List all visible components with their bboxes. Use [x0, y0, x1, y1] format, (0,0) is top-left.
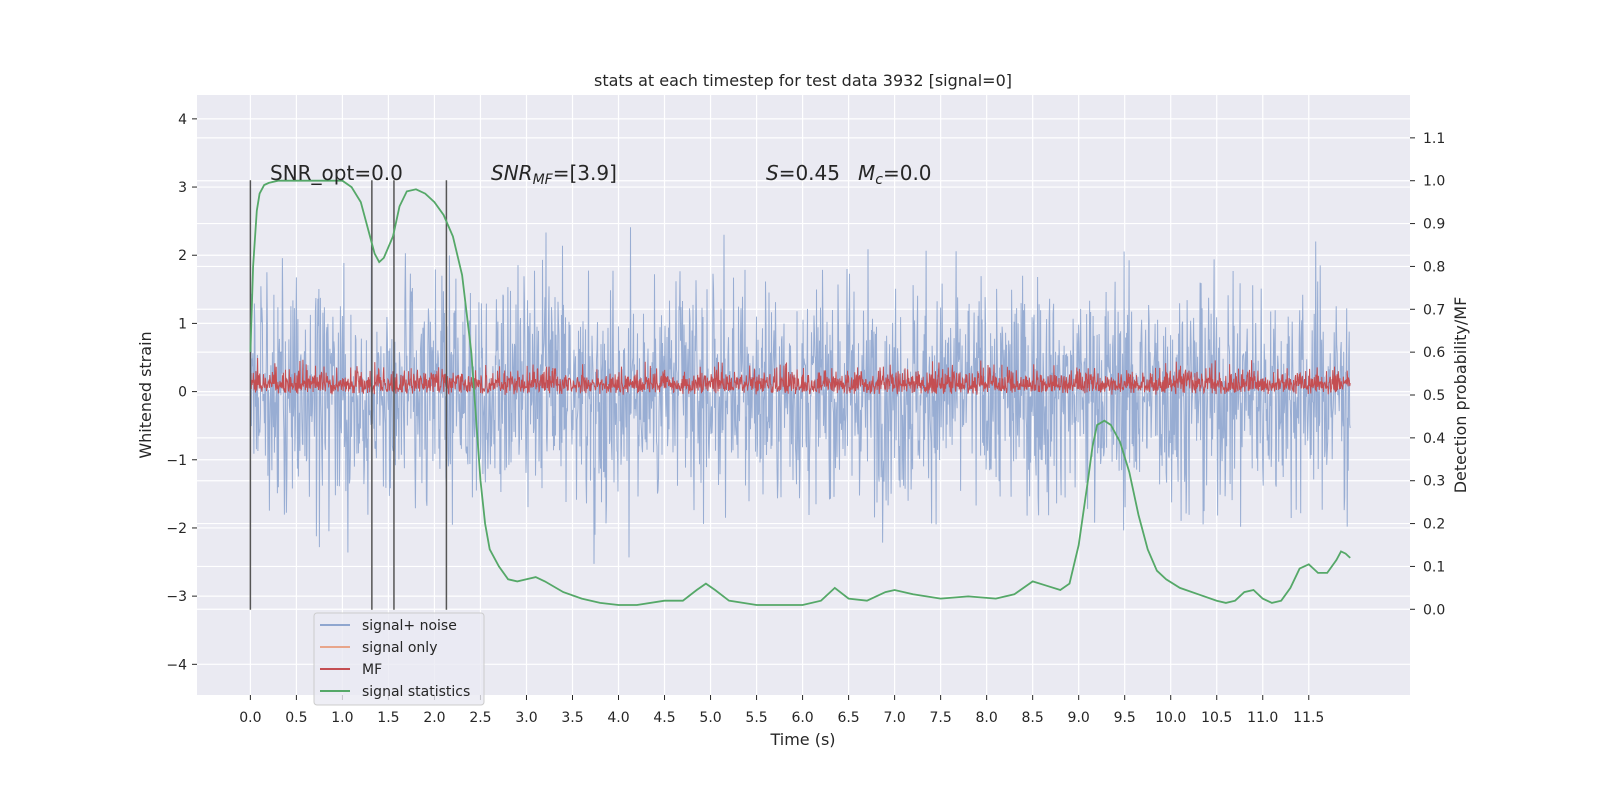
yr-tick-label-6: 0.6 [1423, 345, 1445, 361]
yl-tick-label-3: −1 [166, 453, 187, 469]
yr-tick-label-1: 0.1 [1423, 559, 1445, 575]
x-tick-label-22: 11.0 [1247, 710, 1278, 726]
yr-tick-label-3: 0.3 [1423, 474, 1445, 490]
x-tick-label-10: 5.0 [699, 710, 721, 726]
yl-tick-label-2: −2 [166, 521, 187, 537]
y-right-axis-ticks: 0.0 0.1 0.2 0.3 0.4 0.5 0.6 0.7 0.8 0.9 1.0 1.1 [1410, 131, 1445, 618]
annotation-snr-mf-sub: MF [533, 172, 554, 188]
annotation-s-rest: =0.45 [779, 161, 840, 185]
annotation-snr-opt: SNR_opt=0.0 [270, 161, 403, 185]
x-tick-label-15: 7.5 [929, 710, 951, 726]
yl-tick-label-0: −4 [166, 657, 187, 673]
annotation-snr-mf-base: SNR [491, 161, 533, 185]
x-tick-label-0: 0.0 [239, 710, 261, 726]
annotation-snr-mf: SNRMF=[3.9] [491, 161, 617, 188]
x-tick-label-7: 3.5 [561, 710, 583, 726]
legend-label-signal-statistics: signal statistics [362, 684, 470, 700]
annotation-snr-mf-rest: =[3.9] [553, 161, 617, 185]
vertical-markers [249, 180, 448, 610]
yr-tick-label-7: 0.7 [1423, 302, 1445, 318]
x-tick-label-13: 6.5 [837, 710, 859, 726]
yr-tick-label-4: 0.4 [1423, 431, 1445, 447]
x-tick-label-8: 4.0 [607, 710, 629, 726]
x-tick-label-11: 5.5 [745, 710, 767, 726]
x-tick-label-2: 1.0 [331, 710, 353, 726]
x-tick-label-4: 2.0 [423, 710, 445, 726]
series-mf [249, 357, 1351, 396]
series-mf-line [249, 357, 1351, 396]
yr-tick-label-10: 1.0 [1423, 174, 1445, 190]
x-axis-ticks: 0.0 0.5 1.0 1.5 2.0 2.5 3.0 3.5 4.0 4.5 5.0 5.5 6.0 6… [239, 695, 1324, 726]
annotation-s-label: S [766, 161, 779, 185]
yr-tick-label-9: 0.9 [1423, 217, 1445, 233]
x-tick-label-19: 9.5 [1114, 710, 1136, 726]
x-tick-label-9: 4.5 [653, 710, 675, 726]
legend: signal+ noise signal only MF signal stat… [313, 612, 485, 706]
legend-label-mf: MF [362, 662, 382, 678]
x-tick-label-17: 8.5 [1022, 710, 1044, 726]
x-tick-label-14: 7.0 [883, 710, 905, 726]
x-tick-label-21: 10.5 [1201, 710, 1232, 726]
x-tick-label-3: 1.5 [377, 710, 399, 726]
yr-tick-label-0: 0.0 [1423, 602, 1445, 618]
yl-tick-label-5: 1 [178, 316, 187, 332]
yl-tick-label-8: 4 [178, 112, 187, 128]
yr-tick-label-5: 0.5 [1423, 388, 1445, 404]
annotation-s: S=0.45 [766, 161, 840, 185]
annotation-mc-rest: =0.0 [883, 161, 932, 185]
x-tick-label-23: 11.5 [1293, 710, 1324, 726]
series-signal-statistics [249, 179, 1351, 606]
chart-title: stats at each timestep for test data 393… [594, 71, 1012, 90]
legend-label-signal-noise: signal+ noise [362, 618, 457, 634]
yl-tick-label-7: 3 [178, 180, 187, 196]
legend-label-signal-only: signal only [362, 640, 437, 656]
y-left-axis-ticks: −4 −3 −2 −1 0 1 2 3 4 [166, 112, 197, 673]
yr-tick-label-2: 0.2 [1423, 517, 1445, 533]
x-tick-label-16: 8.0 [976, 710, 998, 726]
legend-box [313, 612, 485, 706]
x-tick-label-20: 10.0 [1155, 710, 1186, 726]
x-tick-label-1: 0.5 [285, 710, 307, 726]
y-right-axis-title: Detection probability/MF [1451, 297, 1470, 494]
x-tick-label-12: 6.0 [791, 710, 813, 726]
x-tick-label-6: 3.0 [515, 710, 537, 726]
yl-tick-label-6: 2 [178, 248, 187, 264]
y-left-axis-title: Whitened strain [136, 331, 155, 458]
yr-tick-label-8: 0.8 [1423, 259, 1445, 275]
annotation-mc-sub: c [875, 172, 883, 188]
yr-tick-label-11: 1.1 [1423, 131, 1445, 147]
yl-tick-label-4: 0 [178, 385, 187, 401]
grid-lines [197, 95, 1410, 695]
x-tick-label-18: 9.0 [1068, 710, 1090, 726]
x-tick-label-5: 2.5 [469, 710, 491, 726]
annotation-mc: Mc=0.0 [858, 161, 932, 188]
x-axis-title: Time (s) [769, 730, 835, 749]
annotation-mc-base: M [858, 161, 875, 185]
yl-tick-label-1: −3 [166, 589, 187, 605]
